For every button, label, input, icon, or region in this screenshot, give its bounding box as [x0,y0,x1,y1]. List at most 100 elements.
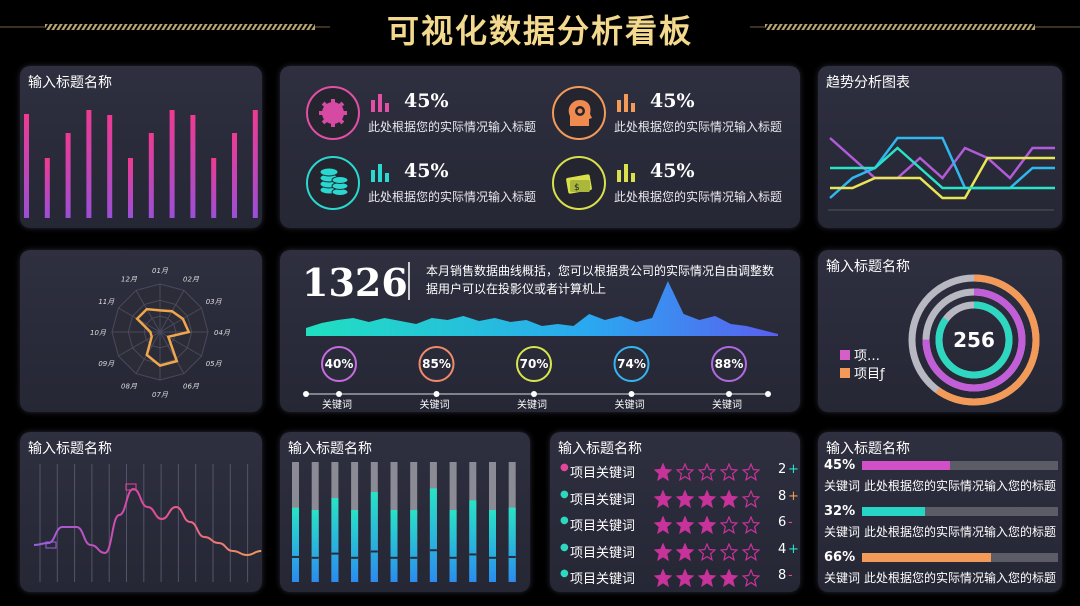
ratings-panel: 输入标题名称 ● 项目关键词 2 + ● 项目关键词 8 + ● 项目关键词 6- ● 项目关键词 4 + ●… [550,432,800,592]
bar [469,500,477,582]
progress-item: 32% 关键词 此处根据您的实际情况输入您的标题 [818,504,1062,548]
kpi-description: 此处根据您的实际情况输入标题 [614,190,783,204]
bar-divider [429,549,437,552]
rating-label: 项目关键词 [570,466,636,481]
ring-percent: 85% [422,357,451,371]
panel-title: 输入标题名称 [288,441,372,457]
bar [190,115,196,218]
rating-count: 8 [778,568,787,583]
bullet-icon: ● [560,515,569,526]
bar-chart-icon [617,94,635,112]
kpi-description: 此处根据您的实际情况输入标题 [614,120,783,134]
radar-panel: 01月 02月 03月 04月 05月 06月 07月 08月 09月 10月 11月 12月 [20,250,262,412]
legend-swatch [840,368,850,378]
timeline-dot [433,391,440,397]
radar-label: 03月 [206,298,223,306]
vertical-bar-chart [292,462,516,582]
rating-count: 8 [778,488,787,504]
ring-label: 关键词 [712,398,742,411]
star-icon [654,463,672,481]
bar [148,133,154,218]
kpi-item: 45% 此处根据您的实际情况输入标题 [306,156,546,216]
trend-series-line [829,136,1055,199]
progress-description: 此处根据您的实际情况输入您的标题 [864,479,1057,493]
donut-center-value: 256 [953,328,995,352]
progress-fill [862,507,925,516]
radar-label: 09月 [98,360,115,368]
bar-chart-icon [617,164,635,182]
line-series [33,487,262,557]
panel-title: 趋势分析图表 [826,75,910,91]
progress-percent: 45% [824,458,856,473]
radar-axis [135,290,161,333]
rating-row: ● 项目关键词 2 + [550,462,800,484]
timeline-dot [336,391,342,397]
bar-chart-panel: 输入标题名称 [20,66,262,228]
sales-area-chart: 40% 关键词 85% 关键词 70% 关键词 74% 关键词 88% 关键词 [303,281,778,411]
bar [211,158,217,218]
progress-fill [862,461,951,470]
trend-series-line [830,156,1055,200]
bar-chart [24,110,258,218]
donut-ring [922,288,1026,392]
timeline-dot [726,391,732,397]
progress-label: 关键词 [824,479,861,493]
bar-divider [449,556,457,559]
marker [125,483,137,491]
rating-row: ● 项目关键词 8 + [550,489,800,511]
bar [429,488,437,582]
star-icon [742,489,760,508]
bar-chart-icon [371,94,389,112]
radar-label: 06月 [183,383,200,391]
bar [232,133,237,218]
star-icon [676,463,694,481]
progress-fill [862,553,992,562]
radar-label: 07月 [152,391,169,399]
legend-label: 项目ƒ [854,367,885,382]
bullet-icon: ● [560,568,569,579]
progress-label: 关键词 [824,525,861,539]
radar-axis [159,331,185,374]
star-icon [676,569,694,587]
kpi-item: 45% 此处根据您的实际情况输入标题 [552,86,792,146]
kpi-panel: 45% 此处根据您的实际情况输入标题 45% 此处根据您的实际情况输入标题 45% 此处根… [280,66,800,228]
panel-title: 输入标题名称 [826,441,910,457]
timeline-dot [303,391,309,397]
rating-label: 项目关键词 [570,519,636,534]
gear-icon [319,99,347,127]
radar-axis [118,331,161,357]
radar-label: 04月 [214,329,231,337]
ring-label: 关键词 [322,398,352,411]
bullet-icon: ● [560,462,569,473]
page-title: 可视化数据分析看板 [386,12,693,50]
percent-ring [516,346,552,382]
bar [390,510,398,582]
rating-trend: + [788,488,799,504]
progress-item: 45% 关键词 此处根据您的实际情况输入您的标题 [818,458,1062,502]
star-icon [742,463,760,481]
rating-count: 2 [778,462,787,477]
progress-track [862,553,1058,562]
legend-swatch [840,350,850,360]
bar [489,510,496,582]
kpi-icon-circle: $ [552,156,606,210]
money-icon: $ [566,174,592,194]
panel-title: 输入标题名称 [28,75,112,91]
kpi-icon-circle [306,86,360,140]
legend-label: 项… [854,349,880,364]
progress-item: 66% 关键词 此处根据您的实际情况输入您的标题 [818,550,1062,592]
kpi-icon-circle [552,86,606,140]
bar-chart-icon [371,164,389,182]
star-icon [742,569,760,587]
bar [128,158,133,218]
panel-title: 输入标题名称 [558,441,642,457]
bullet-icon: ● [560,488,569,500]
marker [45,541,57,549]
star-icon [698,569,716,587]
bar [410,510,418,582]
ring-percent: 74% [617,357,646,371]
rating-label: 项目关键词 [570,545,636,561]
radar-label: 05月 [206,360,223,368]
radar-label: 12月 [121,275,138,283]
star-icon [676,489,694,508]
